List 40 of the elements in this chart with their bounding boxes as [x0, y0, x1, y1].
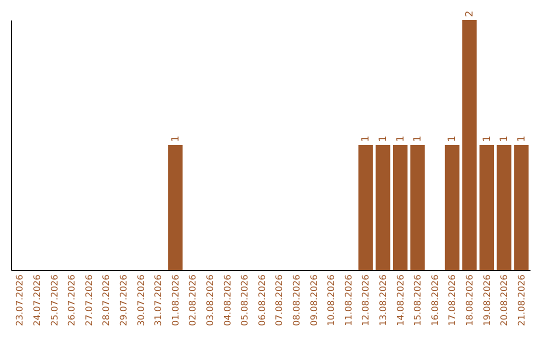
x-tick-label: 05.08.2026 — [240, 274, 251, 326]
x-tick-label: 04.08.2026 — [223, 274, 234, 326]
data-label: 1 — [360, 136, 372, 142]
x-tick-label: 21.08.2026 — [517, 274, 528, 326]
x-tick-label: 07.08.2026 — [275, 274, 286, 326]
data-label: 1 — [516, 136, 528, 142]
x-tick-label: 19.08.2026 — [482, 274, 493, 326]
x-tick-label: 28.07.2026 — [102, 274, 112, 326]
x-tick-label: 26.07.2026 — [68, 274, 78, 326]
data-label: 1 — [412, 136, 424, 142]
x-tick-label: 06.08.2026 — [258, 274, 268, 326]
x-tick-label: 01.08.2026 — [171, 274, 182, 326]
data-label: 1 — [499, 136, 510, 142]
x-tick-label: 15.08.2026 — [414, 274, 424, 326]
data-label: 1 — [447, 136, 458, 142]
x-tick-label: 29.07.2026 — [119, 274, 130, 326]
x-tick-label: 17.08.2026 — [448, 274, 458, 326]
x-tick-label: 23.07.2026 — [16, 274, 26, 326]
x-tick-label: 03.08.2026 — [206, 274, 216, 326]
data-label: 1 — [482, 136, 493, 142]
x-tick-label: 09.08.2026 — [310, 274, 320, 326]
x-tick-label: 31.07.2026 — [154, 274, 164, 326]
data-label: 1 — [170, 136, 182, 142]
x-tick-label: 16.08.2026 — [430, 274, 441, 326]
data-label: 2 — [464, 10, 476, 17]
data-label: 1 — [395, 136, 406, 142]
x-tick-label: 02.08.2026 — [188, 274, 199, 326]
x-tick-label: 25.07.2026 — [50, 274, 60, 326]
x-tick-label: 20.08.2026 — [500, 274, 510, 326]
data-label: 1 — [378, 136, 389, 142]
x-tick-label: 08.08.2026 — [292, 274, 302, 326]
x-tick-label: 12.08.2026 — [362, 274, 372, 326]
x-tick-label: 10.08.2026 — [327, 274, 338, 326]
x-tick-label: 24.07.2026 — [32, 274, 43, 326]
x-tick-label: 27.07.2026 — [84, 274, 95, 326]
x-tick-label: 18.08.2026 — [465, 274, 476, 326]
x-tick-label: 14.08.2026 — [396, 274, 406, 326]
x-tick-label: 11.08.2026 — [344, 274, 354, 326]
x-tick-label: 13.08.2026 — [378, 274, 389, 326]
x-tick-label: 30.07.2026 — [136, 274, 147, 326]
